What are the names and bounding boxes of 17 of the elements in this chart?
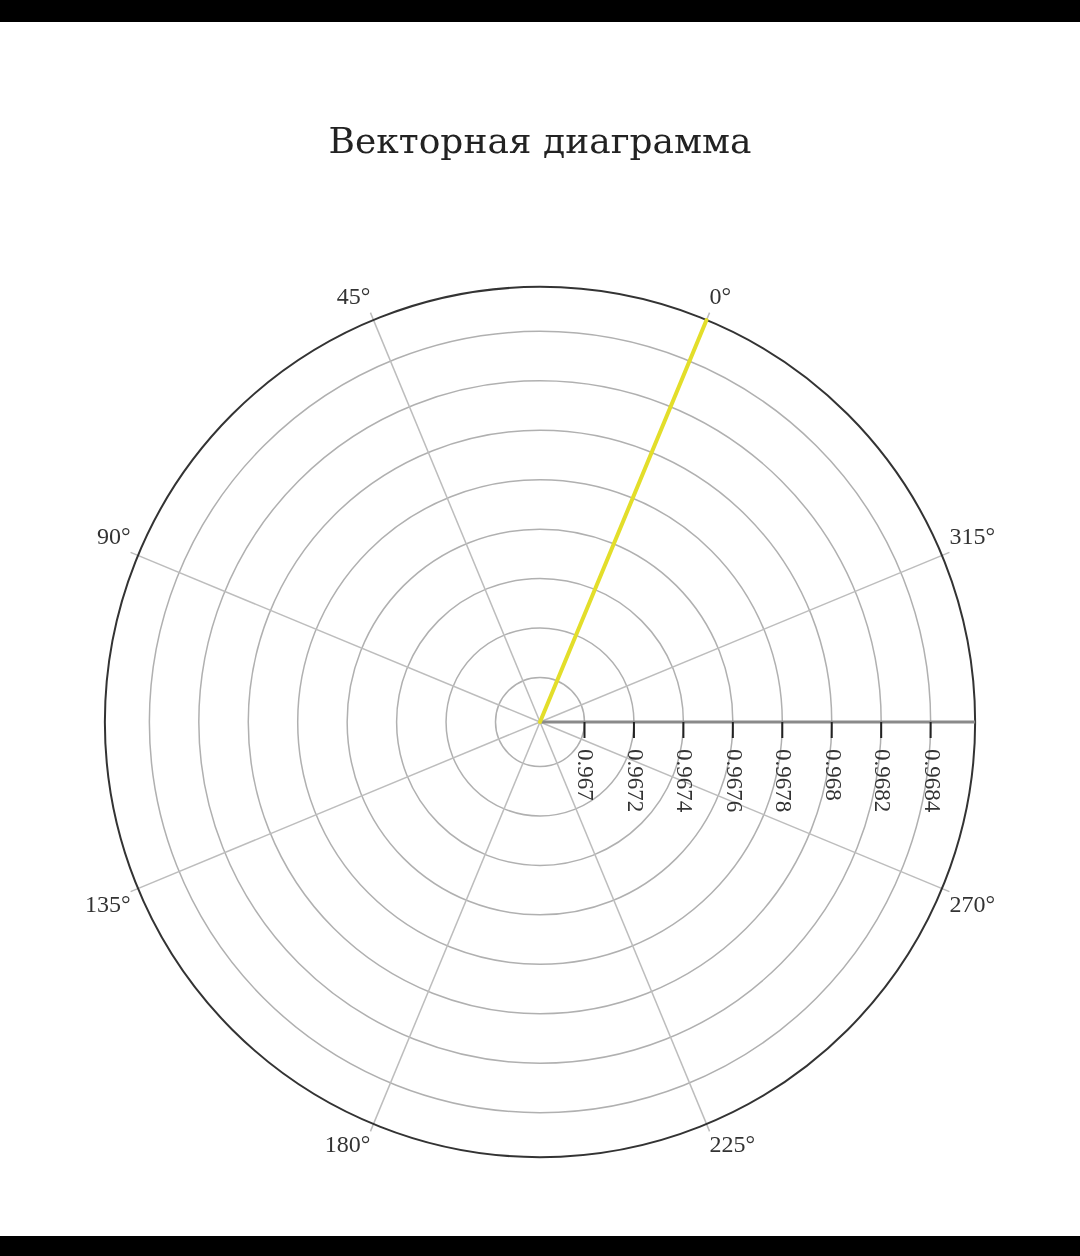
spoke-label: 225° [709,1131,756,1158]
y-tick-label: 0.9674 [672,749,698,813]
spoke-label: 270° [949,891,996,918]
spoke-label: 90° [96,523,131,550]
y-tick-label: 0.9676 [721,749,747,813]
y-tick-label: 0.9672 [622,749,648,813]
y-tick-label: 0.9682 [870,749,896,813]
y-tick-label: 0.968 [820,749,846,801]
spoke-label: 0° [709,283,732,310]
y-tick-label: 0.9684 [919,749,945,813]
spoke-label: 135° [84,891,131,918]
chart-title: Векторная диаграмма [328,119,752,161]
y-tick-label: 0.967 [573,749,599,801]
spoke-label: 45° [336,283,371,310]
y-tick-label: 0.9678 [771,749,797,813]
spoke-label: 315° [949,523,996,550]
spoke-label: 180° [324,1131,371,1158]
